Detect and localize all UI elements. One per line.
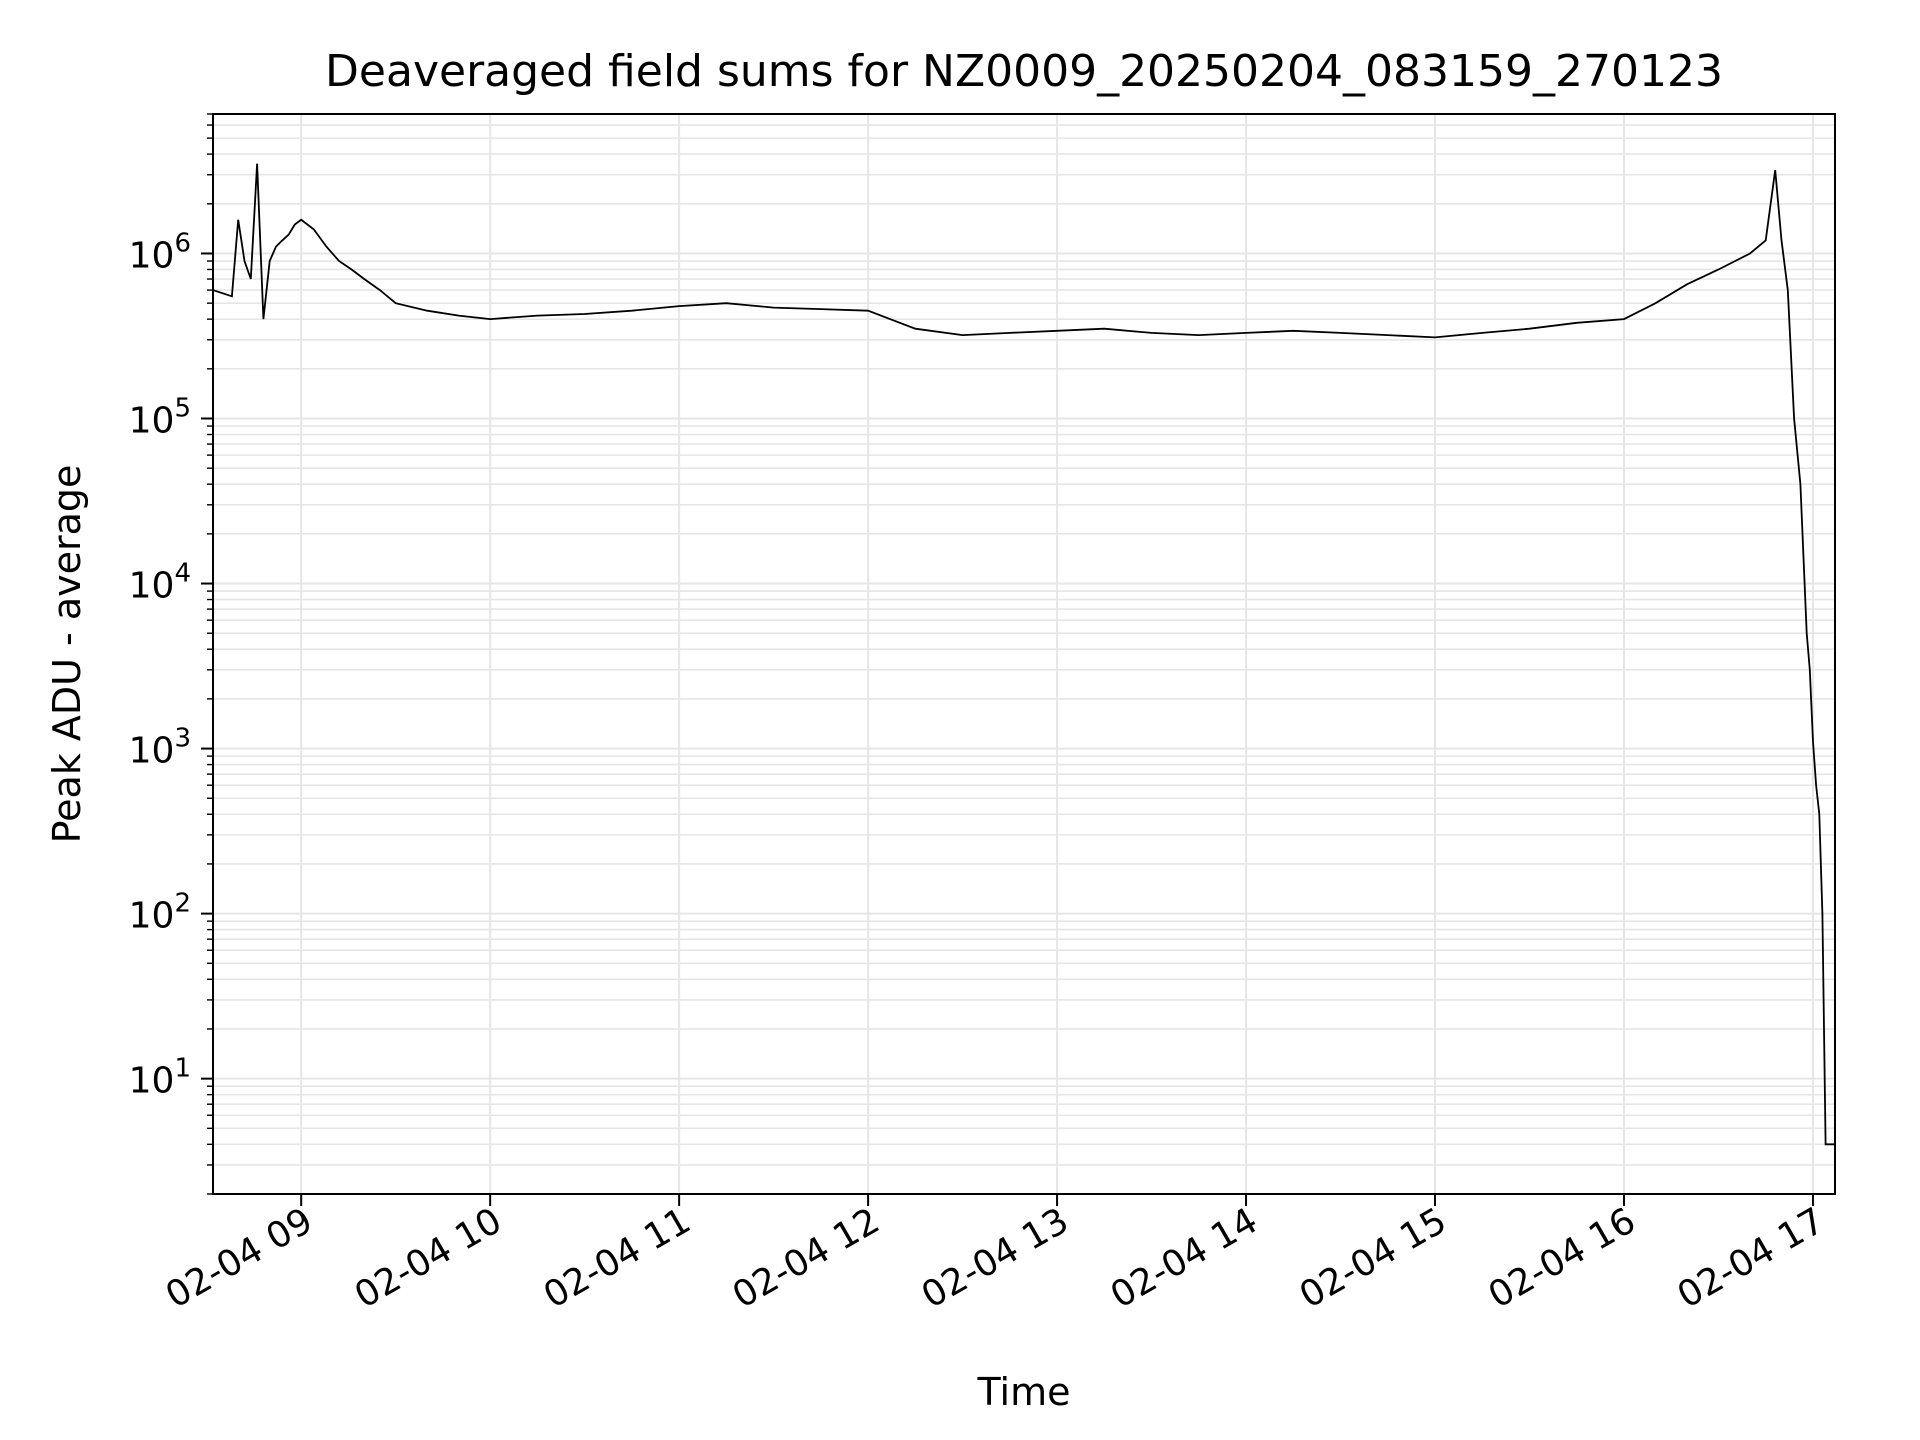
y-tick-label: 104 — [129, 559, 191, 607]
y-tick-label: 106 — [129, 228, 191, 276]
y-tick-label: 101 — [129, 1054, 191, 1102]
y-axis-label: Peak ADU - average — [45, 465, 89, 844]
x-axis-label: Time — [977, 1370, 1071, 1414]
y-tick-label: 105 — [129, 394, 191, 442]
y-tick-label: 103 — [129, 724, 191, 772]
series-line-0 — [213, 163, 1835, 1146]
grid — [213, 113, 1835, 1195]
plot-area — [213, 163, 1835, 1146]
y-tick-label: 102 — [129, 889, 191, 937]
chart-title: Deaveraged field sums for NZ0009_2025020… — [325, 46, 1723, 97]
plot-frame — [212, 113, 1836, 1195]
